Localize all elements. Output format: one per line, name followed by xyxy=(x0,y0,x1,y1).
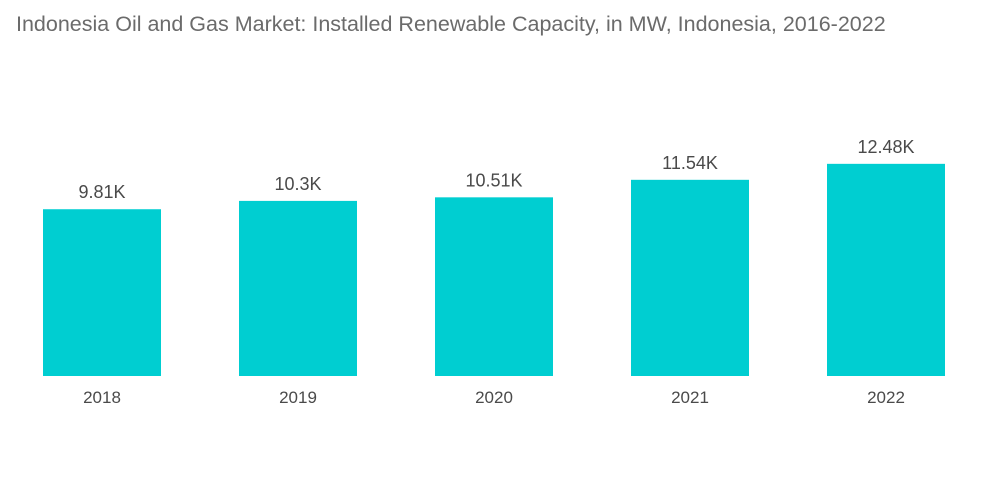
bar-2019 xyxy=(239,200,357,376)
bar-2022 xyxy=(827,163,945,376)
value-label-2020: 10.51K xyxy=(465,170,522,190)
bar-2018 xyxy=(43,209,161,376)
bar-2020 xyxy=(435,197,553,376)
value-label-2021: 11.54K xyxy=(662,153,718,173)
value-label-2018: 9.81K xyxy=(78,182,125,202)
value-label-2022: 12.48K xyxy=(857,137,914,157)
chart-title: Indonesia Oil and Gas Market: Installed … xyxy=(16,12,886,36)
x-tick-label-2022: 2022 xyxy=(867,388,905,407)
value-label-2019: 10.3K xyxy=(274,174,321,194)
bar-2021 xyxy=(631,179,749,376)
x-tick-label-2021: 2021 xyxy=(671,388,709,407)
x-tick-label-2018: 2018 xyxy=(83,388,121,407)
x-tick-label-2020: 2020 xyxy=(475,388,513,407)
x-tick-label-2019: 2019 xyxy=(279,388,317,407)
